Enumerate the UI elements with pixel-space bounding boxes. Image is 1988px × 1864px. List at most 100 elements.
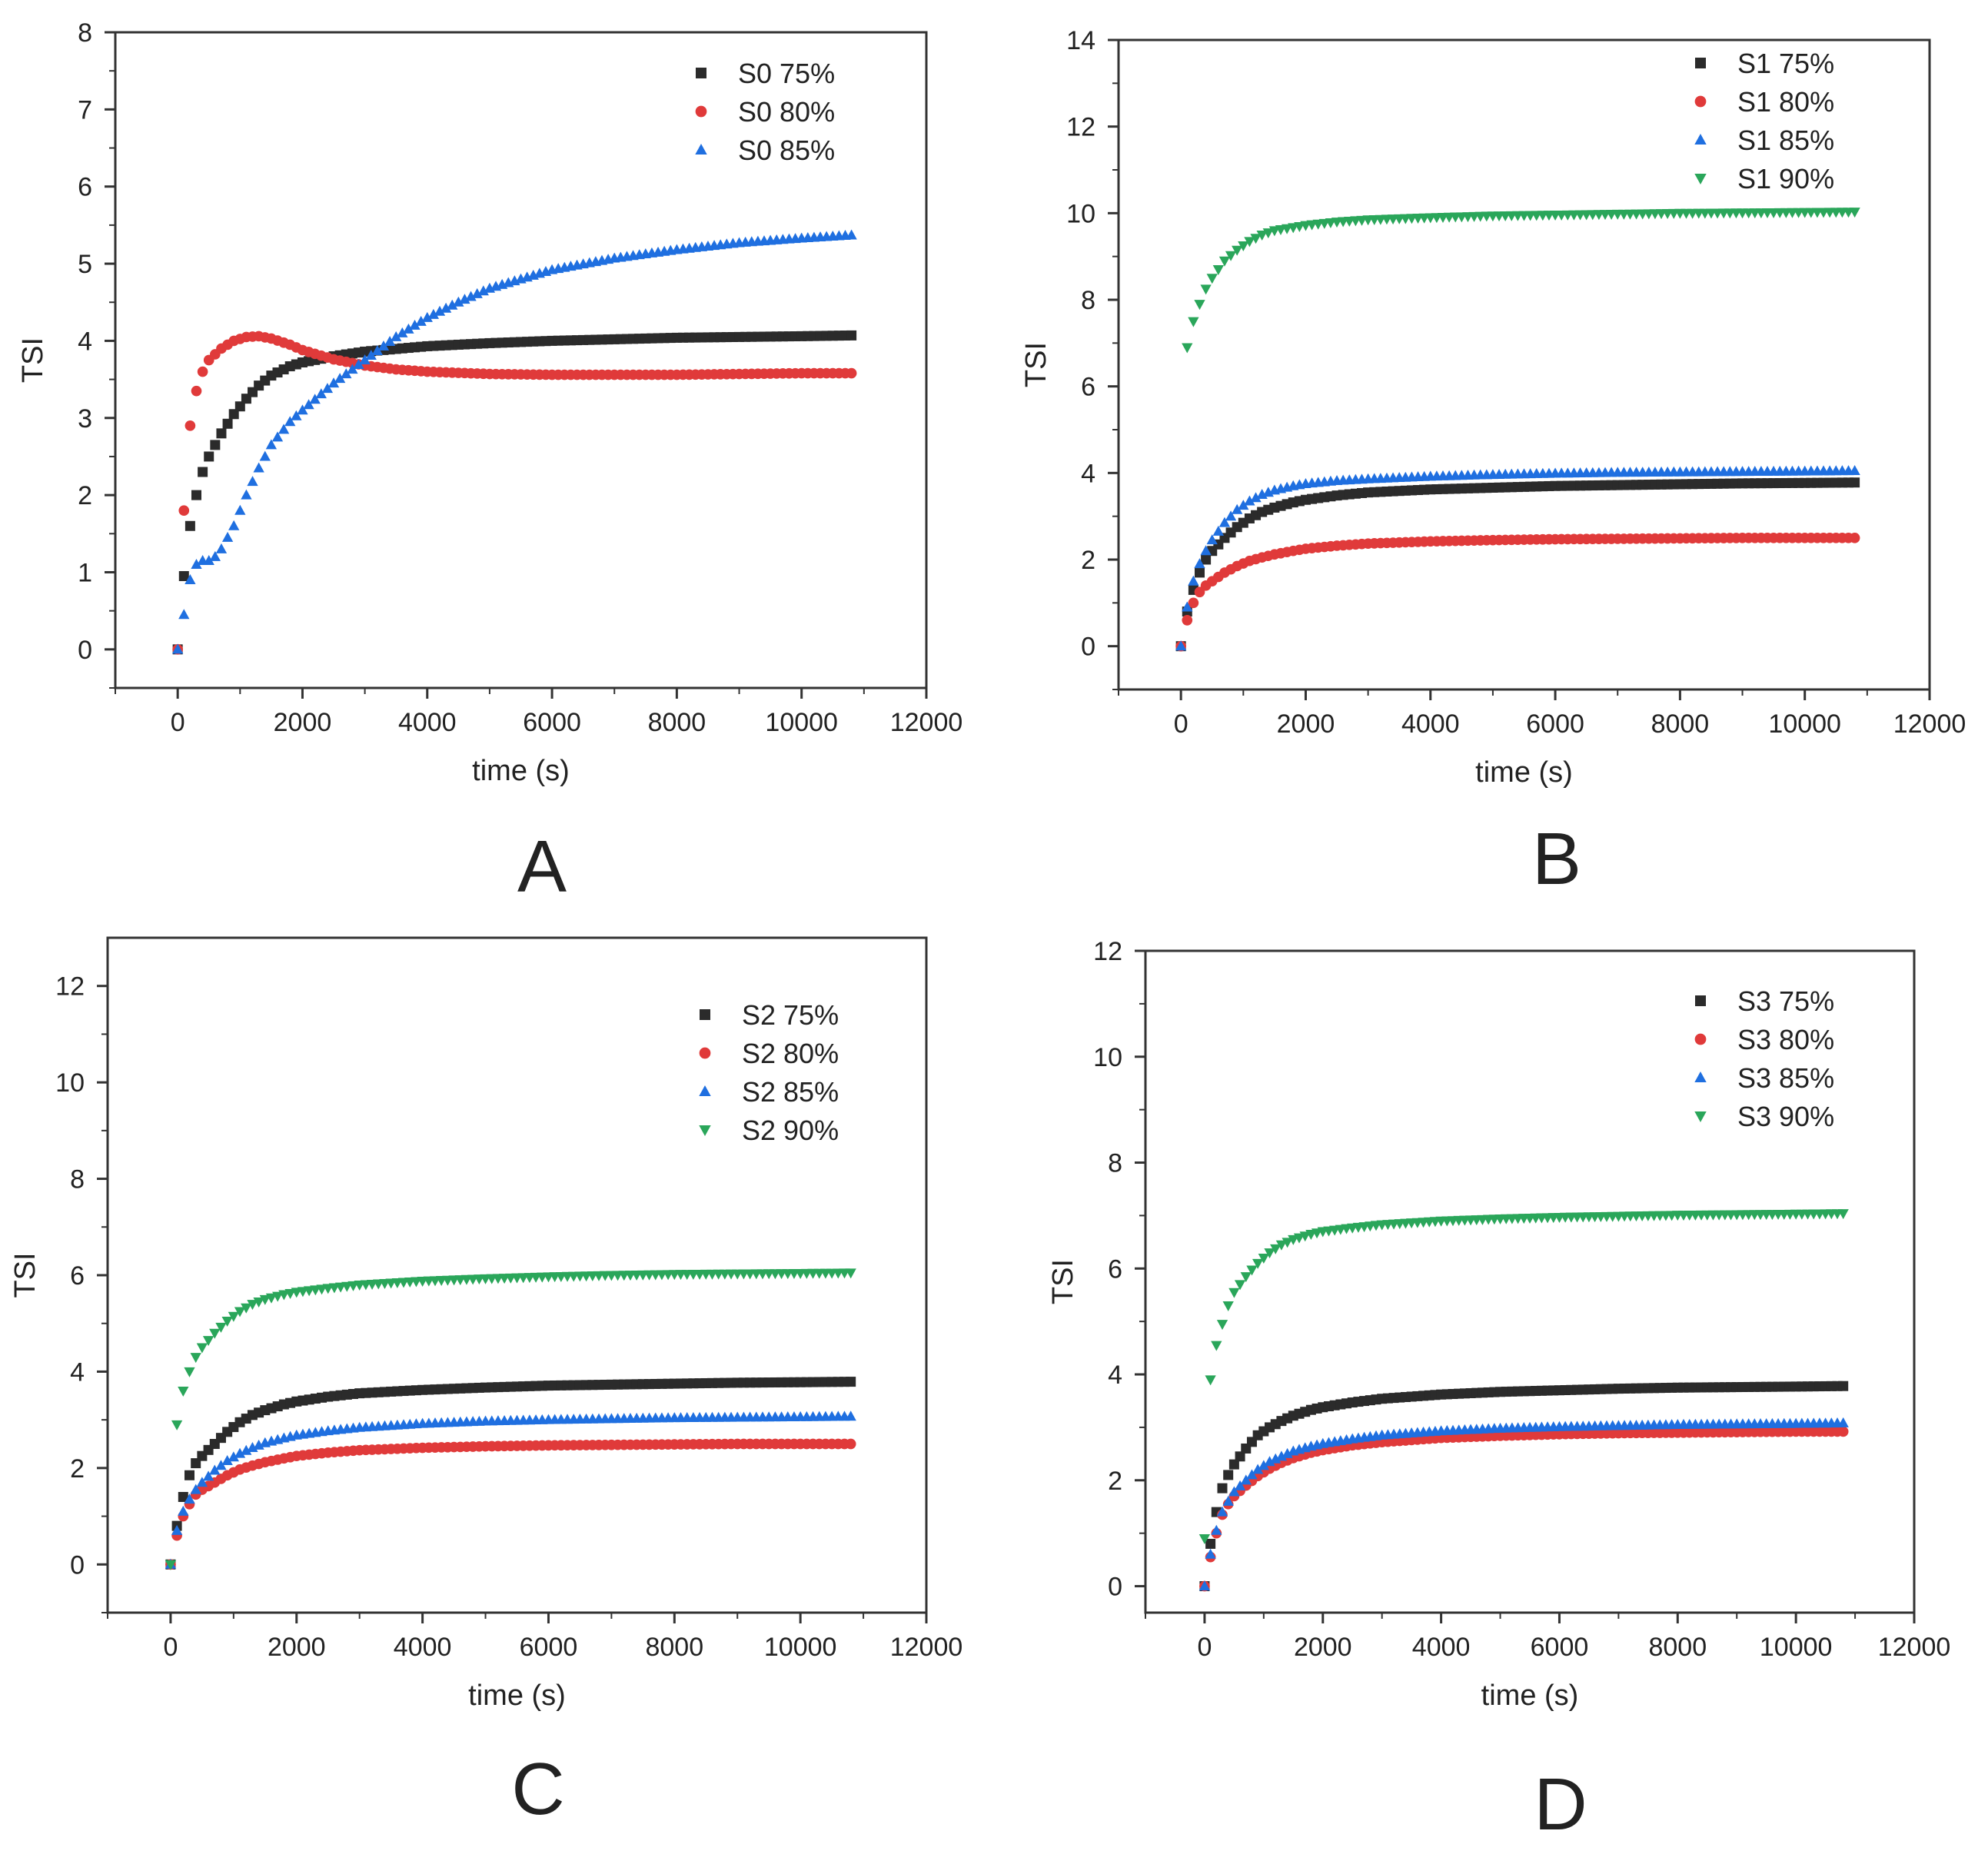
data-point xyxy=(1850,477,1860,488)
series-s0-80- xyxy=(172,331,857,655)
x-tick-label: 0 xyxy=(1197,1633,1212,1662)
x-tick-label: 8000 xyxy=(648,708,706,737)
data-point xyxy=(1216,1506,1228,1517)
x-tick-label: 12000 xyxy=(1893,709,1966,739)
data-point xyxy=(1837,1209,1849,1220)
legend-marker xyxy=(1694,174,1707,185)
y-tick-label: 0 xyxy=(1081,633,1095,662)
data-point xyxy=(178,570,189,581)
data-point xyxy=(253,462,264,473)
x-tick-label: 0 xyxy=(1174,709,1188,739)
x-tick-label: 0 xyxy=(171,708,185,737)
data-point-interp xyxy=(1235,1451,1245,1462)
data-point xyxy=(1849,465,1860,476)
x-tick-label: 10000 xyxy=(765,708,838,737)
data-point-interp xyxy=(228,1311,239,1322)
x-tick-label: 4000 xyxy=(398,708,457,737)
legend-label: S2 85% xyxy=(742,1076,839,1108)
data-point-interp xyxy=(215,1460,227,1470)
y-tick-label: 12 xyxy=(55,972,85,1002)
y-tick-label: 2 xyxy=(78,481,92,510)
legend-label: S3 85% xyxy=(1737,1062,1834,1094)
data-point-interp xyxy=(1212,525,1224,536)
data-point xyxy=(191,558,202,569)
panel-letter: C xyxy=(511,1748,564,1830)
legend-label: S1 80% xyxy=(1737,86,1834,118)
data-point xyxy=(171,1420,183,1430)
data-point xyxy=(196,1343,208,1354)
data-point-interp xyxy=(1270,1453,1282,1464)
data-point xyxy=(284,416,296,427)
y-tick-label: 10 xyxy=(55,1068,85,1098)
data-point-interp xyxy=(241,1444,252,1455)
y-axis-title: TSI xyxy=(1047,1259,1079,1304)
data-point-interp xyxy=(1262,228,1274,239)
x-tick-label: 10000 xyxy=(764,1633,837,1662)
data-point xyxy=(1838,1381,1849,1391)
y-tick-label: 1 xyxy=(78,558,92,587)
data-point-interp xyxy=(409,319,421,330)
data-point xyxy=(846,229,857,240)
data-point xyxy=(1228,1288,1240,1298)
legend-marker xyxy=(1694,1033,1707,1045)
data-point xyxy=(845,1438,856,1450)
data-point xyxy=(1256,230,1268,241)
data-point-interp xyxy=(315,388,327,399)
x-tick-label: 6000 xyxy=(523,708,581,737)
data-point-interp xyxy=(1299,1231,1311,1242)
plot-frame xyxy=(1144,949,1916,1614)
data-point-interp xyxy=(1282,1447,1293,1458)
data-point xyxy=(391,331,402,341)
series-s2-75- xyxy=(165,1377,856,1570)
data-point-interp xyxy=(477,285,489,296)
legend-label: S2 80% xyxy=(742,1038,839,1069)
y-tick-label: 4 xyxy=(78,327,92,356)
data-point xyxy=(1188,575,1199,586)
data-point xyxy=(1244,495,1255,506)
x-tick-label: 4000 xyxy=(1401,709,1460,739)
data-point xyxy=(1232,503,1243,514)
series-s2-90- xyxy=(165,1268,856,1570)
y-tick-label: 2 xyxy=(70,1454,85,1484)
data-point-interp xyxy=(221,531,234,542)
data-point-interp xyxy=(271,431,284,442)
data-point xyxy=(204,451,214,462)
series-s1-90- xyxy=(1182,208,1860,354)
data-point xyxy=(1232,245,1243,256)
data-point-interp xyxy=(415,315,427,326)
data-point-interp xyxy=(1293,1233,1305,1244)
legend-marker xyxy=(1694,1071,1707,1082)
data-point xyxy=(1223,1470,1234,1480)
data-point-interp xyxy=(222,418,233,429)
data-point-interp xyxy=(253,1297,264,1307)
data-point-interp xyxy=(1238,500,1249,510)
data-point xyxy=(1195,567,1205,578)
data-point xyxy=(228,409,239,420)
x-tick-label: 6000 xyxy=(1531,1633,1589,1662)
x-tick-label: 6000 xyxy=(520,1633,578,1662)
series-s1-75- xyxy=(1175,477,1860,652)
data-point xyxy=(1188,317,1199,327)
legend-marker xyxy=(1694,1111,1707,1123)
data-point-interp xyxy=(440,302,452,313)
data-point xyxy=(190,1353,201,1364)
plot-frame xyxy=(114,31,928,689)
data-point xyxy=(845,1410,856,1421)
panel-b: 0 2000 4000 6000 8000 10000 12000 0 2 4 6 8 10 12 14 ti… xyxy=(1020,26,1966,900)
data-point xyxy=(421,311,433,322)
data-point xyxy=(178,1505,189,1516)
data-point xyxy=(196,1477,208,1487)
legend-label: S3 75% xyxy=(1737,985,1834,1017)
data-point-interp xyxy=(202,1336,214,1347)
y-tick-label: 10 xyxy=(1093,1043,1122,1072)
series-s3-90- xyxy=(1198,1209,1849,1545)
y-axis-title: TSI xyxy=(9,1252,42,1297)
x-tick-label: 12000 xyxy=(1878,1633,1951,1662)
legend-label: S2 90% xyxy=(742,1115,839,1146)
legend: S0 75% S0 80% S0 85% xyxy=(695,58,835,166)
data-point xyxy=(172,643,184,654)
data-point xyxy=(1182,615,1193,626)
data-point-interp xyxy=(1258,1253,1269,1264)
data-point-interp xyxy=(1250,492,1262,503)
